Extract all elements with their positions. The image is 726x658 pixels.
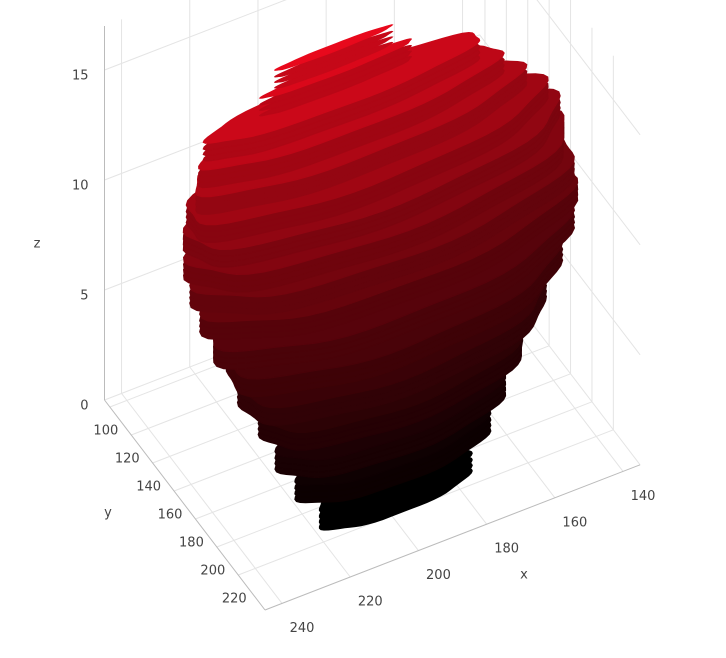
y-tick-label: 100 xyxy=(93,424,118,439)
x-axis-line xyxy=(264,464,641,611)
grid-line xyxy=(536,0,641,136)
y-tick-label: 120 xyxy=(115,452,140,467)
y-tick-label: 220 xyxy=(222,592,247,607)
y-axis-title: y xyxy=(104,506,112,521)
layer-side xyxy=(274,30,394,78)
x-tick-label: 240 xyxy=(290,621,315,636)
x-tick-label: 180 xyxy=(494,542,519,557)
z-axis-title: z xyxy=(34,237,41,252)
layer xyxy=(274,24,394,89)
x-tick-label: 160 xyxy=(562,515,587,530)
z-tick-label: 10 xyxy=(72,179,89,194)
x-tick-label: 220 xyxy=(358,595,383,610)
z-tick-label: 0 xyxy=(80,399,88,414)
layer-top xyxy=(274,24,394,71)
y-tick-label: 180 xyxy=(179,536,204,551)
x-axis-title: x xyxy=(520,568,528,583)
y-axis-line xyxy=(104,399,266,611)
surface xyxy=(182,24,579,531)
z-tick-label: 5 xyxy=(80,289,88,304)
y-tick-label: 160 xyxy=(158,508,183,523)
x-tick-label: 200 xyxy=(426,568,451,583)
y-tick-label: 140 xyxy=(136,480,161,495)
z-tick-label: 15 xyxy=(72,69,89,84)
grid-line xyxy=(104,0,287,71)
x-tick-label: 140 xyxy=(631,489,656,504)
y-tick-label: 200 xyxy=(200,564,225,579)
